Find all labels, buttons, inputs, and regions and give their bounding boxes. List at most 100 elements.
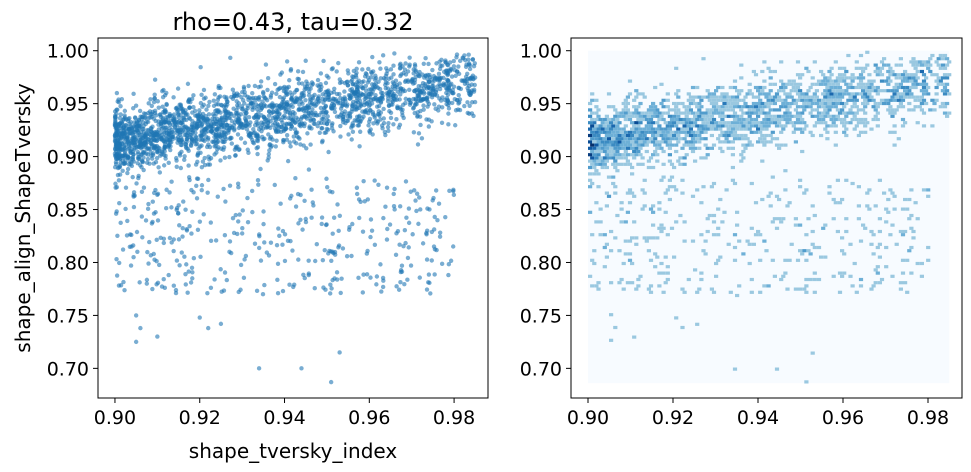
hexbin-cell (779, 130, 784, 134)
hexbin-cell (844, 178, 849, 182)
scatter-point (398, 268, 404, 273)
y-tick-label: 1.00 (520, 41, 562, 63)
hexbin-cell (804, 233, 809, 237)
scatter-point (373, 73, 378, 78)
scatter-point (434, 93, 440, 98)
hexbin-cell (760, 133, 765, 138)
hexbin-cell (909, 92, 914, 96)
hexbin-cell (695, 105, 700, 109)
scatter-point (263, 62, 269, 67)
hexbin-cell (861, 108, 866, 112)
hexbin-cell (945, 114, 950, 118)
scatter-point (208, 156, 214, 161)
hexbin-cell (871, 117, 876, 122)
hexbin-cell (842, 117, 847, 122)
hexbin-cell (749, 105, 754, 109)
hexbin-cell (718, 108, 723, 112)
hexbin-cell (598, 117, 603, 122)
scatter-point (423, 56, 428, 61)
scatter-point (221, 145, 227, 150)
hexbin-cell (890, 69, 895, 74)
scatter-point (178, 102, 183, 107)
hexbin-cell (800, 98, 805, 102)
scatter-point (250, 209, 255, 215)
hexbin-cell (928, 108, 933, 112)
hexbin-cell (705, 108, 710, 112)
scatter-point (124, 233, 130, 238)
hexbin-cell (623, 156, 628, 160)
hexbin-cell (747, 140, 752, 144)
hexbin-cell (640, 188, 645, 192)
hexbin-cell (636, 105, 641, 109)
hexbin-cell (814, 121, 819, 125)
hexbin-cell (651, 127, 656, 131)
y-tick-label: 0.80 (520, 252, 562, 274)
hexbin-cell (896, 98, 901, 102)
hexbin-cell (785, 204, 790, 208)
hexbin-cell (842, 105, 847, 109)
scatter-point (246, 150, 251, 156)
hexbin-cell (913, 73, 918, 77)
scatter-point (228, 55, 233, 60)
hexbin-cell (718, 114, 723, 118)
scatter-point (236, 184, 241, 190)
hexbin-cell (884, 79, 889, 83)
hexbin-cell (821, 73, 826, 77)
hexbin-cell (896, 92, 901, 96)
scatter-point (157, 146, 162, 151)
hexbin-cell (854, 117, 859, 122)
hexbin-cell (913, 98, 918, 102)
scatter-point (176, 237, 182, 242)
hexbin-cell (854, 60, 859, 64)
scatter-point (440, 105, 445, 110)
scatter-point (239, 231, 245, 236)
hexbin-cell (833, 130, 838, 134)
scatter-point (115, 107, 120, 112)
hexbin-cell (653, 130, 658, 134)
hexbin-cell (598, 137, 603, 141)
hexbin-cell (596, 133, 601, 138)
hexbin-cell (766, 105, 771, 109)
hexbin-cell (642, 236, 647, 240)
scatter-point (259, 129, 264, 134)
hexbin-cell (690, 85, 696, 90)
hexbin-cell (894, 82, 899, 86)
hexbin-cell (678, 162, 683, 166)
hexbin-cell (592, 127, 597, 131)
hexbin-cell (835, 178, 840, 182)
hexbin-cell (737, 137, 742, 141)
hexbin-cell (852, 76, 857, 80)
hexbin-cell (651, 165, 656, 170)
hexbin-cell (611, 149, 616, 154)
scatter-point (356, 275, 361, 281)
hexbin-cell (777, 114, 782, 118)
hexbin-cell (907, 95, 912, 99)
hexbin-cell (905, 73, 910, 77)
scatter-point (159, 126, 165, 131)
hexbin-cell (745, 111, 750, 115)
scatter-point (282, 113, 287, 118)
hexbin-cell (842, 66, 847, 70)
hexbin-cell (705, 127, 710, 131)
hexbin-cell (716, 111, 721, 115)
hexbin-cell (932, 108, 937, 112)
hexbin-cell (869, 287, 874, 291)
hexbin-cell (869, 82, 874, 86)
hexbin-cell (732, 181, 738, 186)
scatter-point (306, 110, 311, 115)
hexbin-cell (592, 121, 597, 125)
hexbin-cell (840, 108, 845, 112)
scatter-point (167, 140, 173, 145)
scatter-point (296, 77, 302, 82)
hexbin-cell (871, 233, 876, 237)
hexbin-cell (604, 133, 609, 138)
hexbin-cell (783, 124, 788, 128)
scatter-point (129, 232, 134, 238)
hexbin-cell (762, 79, 767, 83)
hexbin-cell (651, 153, 656, 157)
hexbin-cell (833, 92, 838, 96)
hexbin-cell (800, 149, 805, 154)
hexbin-cell (642, 178, 647, 182)
hexbin-cell (835, 76, 840, 80)
hexbin-cell (942, 66, 948, 70)
